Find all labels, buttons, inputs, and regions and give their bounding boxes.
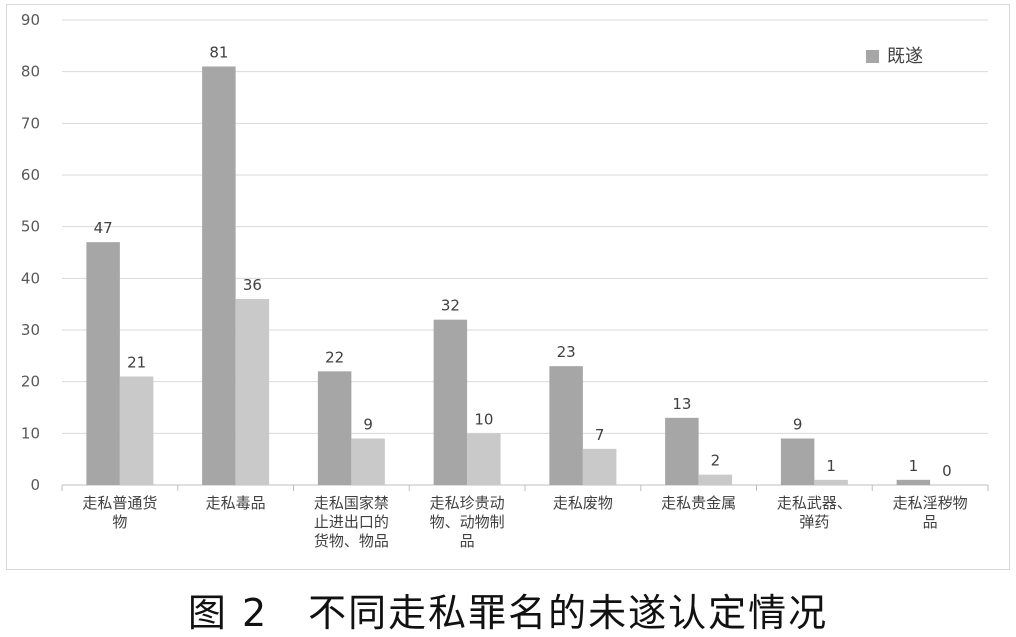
bar-1 xyxy=(549,366,583,485)
data-label: 13 xyxy=(672,395,691,413)
data-label: 2 xyxy=(711,452,721,470)
y-tick-label: 0 xyxy=(30,476,40,494)
data-label: 1 xyxy=(826,457,836,475)
data-label: 32 xyxy=(441,297,460,315)
x-tick-label: 走私淫秽物 xyxy=(893,494,968,512)
bar-2 xyxy=(582,448,617,485)
data-label: 22 xyxy=(325,348,344,366)
data-label: 81 xyxy=(209,44,228,62)
data-label: 21 xyxy=(127,354,146,372)
data-label: 10 xyxy=(474,410,493,428)
bar-1 xyxy=(86,242,120,485)
bar-2 xyxy=(351,438,385,485)
y-tick-label: 50 xyxy=(21,218,40,236)
bar-2 xyxy=(235,299,270,485)
data-label: 47 xyxy=(94,219,113,237)
data-label: 23 xyxy=(557,343,576,361)
x-tick-label: 走私贵金属 xyxy=(661,494,736,512)
bar-2 xyxy=(119,376,154,485)
x-tick-label: 走私普通货 xyxy=(82,494,157,512)
x-tick-label: 弹药 xyxy=(799,513,829,531)
x-tick-label: 止进出口的 xyxy=(314,513,389,531)
y-tick-label: 90 xyxy=(21,11,40,29)
x-tick-label: 走私武器、 xyxy=(777,494,852,512)
x-tick-label: 货物、物品 xyxy=(314,532,389,550)
x-tick-label: 品 xyxy=(460,532,475,550)
y-tick-label: 60 xyxy=(21,166,40,184)
bar-1 xyxy=(433,319,468,485)
x-tick-label: 品 xyxy=(923,513,938,531)
figure-caption: 图 2 不同走私罪名的未遂认定情况 xyxy=(187,591,829,635)
data-label: 1 xyxy=(909,457,919,475)
data-label: 9 xyxy=(793,416,803,434)
x-tick-label: 物、动物制 xyxy=(430,513,505,531)
bar-2 xyxy=(698,474,733,485)
y-tick-label: 40 xyxy=(21,269,40,287)
y-tick-label: 30 xyxy=(21,321,40,339)
bar-1 xyxy=(202,66,236,485)
y-tick-label: 80 xyxy=(21,63,40,81)
bar-1 xyxy=(317,371,352,485)
x-tick-label: 物 xyxy=(112,513,127,531)
y-tick-label: 10 xyxy=(21,424,40,442)
bar-1 xyxy=(780,438,815,485)
bar-2 xyxy=(467,433,501,485)
data-label: 0 xyxy=(942,462,952,480)
x-tick-label: 走私废物 xyxy=(553,494,613,512)
y-tick-label: 20 xyxy=(21,373,40,391)
bar-1 xyxy=(665,417,699,485)
y-tick-label: 70 xyxy=(21,114,40,132)
chart-frame xyxy=(6,4,1010,570)
legend-swatch xyxy=(866,50,879,63)
x-tick-label: 走私珍贵动 xyxy=(430,494,505,512)
x-tick-label: 走私国家禁 xyxy=(314,494,389,512)
bar-2 xyxy=(814,479,848,485)
bar-chart: 01020304050607080904721走私普通货物8136走私毒品229… xyxy=(21,11,989,550)
data-label: 36 xyxy=(243,276,262,294)
data-label: 7 xyxy=(595,426,605,444)
legend-label: 既遂 xyxy=(887,46,923,67)
bar-1 xyxy=(896,479,931,485)
x-tick-label: 走私毒品 xyxy=(206,494,266,512)
data-label: 9 xyxy=(363,416,373,434)
